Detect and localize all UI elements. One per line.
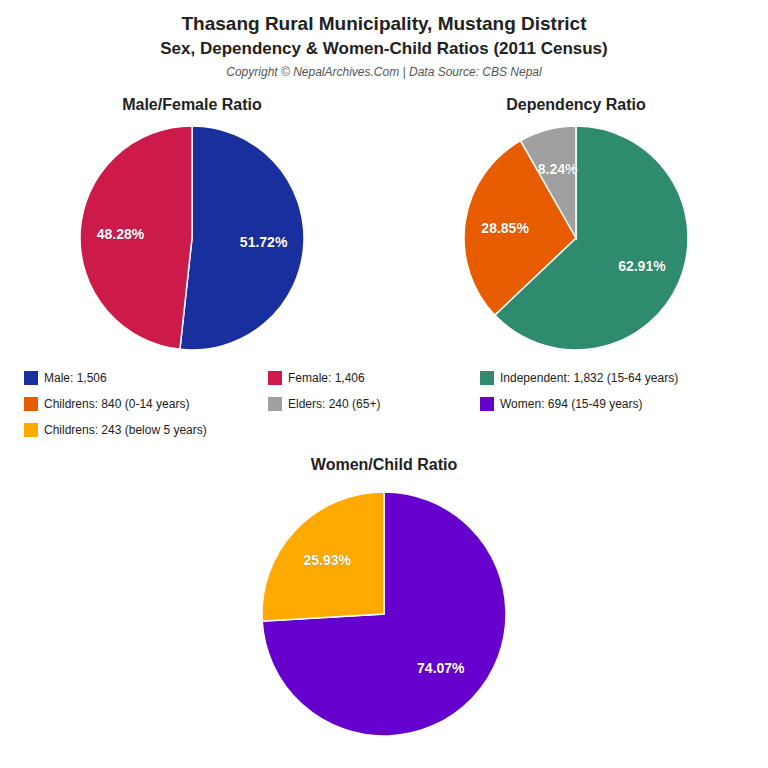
pie: 74.07% 25.93% — [262, 492, 506, 736]
title: Thasang Rural Municipality, Mustang Dist… — [181, 13, 587, 34]
pie-chart: Dependency Ratio 62.91% 28.85% 8.24% — [464, 96, 688, 350]
legend-swatch — [268, 371, 282, 385]
legend-item: Independent: 1,832 (15-64 years) — [480, 371, 678, 385]
legend-item: Male: 1,506 — [24, 371, 107, 385]
legend-item: Childrens: 243 (below 5 years) — [24, 423, 207, 437]
data-label: 8.24% — [538, 161, 578, 177]
pie: 51.72% 48.28% — [80, 126, 304, 350]
legend-swatch — [24, 371, 38, 385]
subtitle: Sex, Dependency & Women-Child Ratios (20… — [160, 39, 607, 58]
legend: Male: 1,506 Female: 1,406 Independent: 1,8… — [24, 371, 678, 437]
data-label: 74.07% — [417, 660, 465, 676]
legend-label: Childrens: 840 (0-14 years) — [44, 397, 189, 411]
data-label: 51.72% — [240, 234, 288, 250]
pie-slice — [180, 126, 304, 350]
chart: Thasang Rural Municipality, Mustang Dist… — [0, 0, 768, 768]
legend-swatch — [480, 371, 494, 385]
legend-label: Women: 694 (15-49 years) — [500, 397, 643, 411]
data-label: 62.91% — [618, 258, 666, 274]
legend-swatch — [480, 397, 494, 411]
annotation: Copyright © NepalArchives.Com | Data Sou… — [226, 65, 542, 79]
legend-swatch — [24, 397, 38, 411]
data-label: 25.93% — [303, 552, 351, 568]
pie-slice — [521, 126, 576, 238]
pie: 62.91% 28.85% 8.24% — [464, 126, 688, 350]
pie-title: Dependency Ratio — [506, 96, 646, 113]
pie-slice — [80, 126, 192, 349]
pie-title: Male/Female Ratio — [122, 96, 262, 113]
legend-label: Female: 1,406 — [288, 371, 365, 385]
pie-slice — [262, 492, 506, 736]
data-label: 28.85% — [481, 220, 529, 236]
legend-item: Women: 694 (15-49 years) — [480, 397, 643, 411]
pie-chart: Male/Female Ratio 51.72% 48.28% — [80, 96, 304, 350]
legend-item: Childrens: 840 (0-14 years) — [24, 397, 189, 411]
legend-label: Male: 1,506 — [44, 371, 107, 385]
legend-label: Independent: 1,832 (15-64 years) — [500, 371, 678, 385]
legend-label: Childrens: 243 (below 5 years) — [44, 423, 207, 437]
legend-swatch — [24, 423, 38, 437]
data-label: 48.28% — [97, 226, 145, 242]
pie-chart: Women/Child Ratio 74.07% 25.93% — [262, 456, 506, 736]
legend-item: Elders: 240 (65+) — [268, 397, 380, 411]
pie-slice — [262, 492, 384, 621]
legend-swatch — [268, 397, 282, 411]
pie-title: Women/Child Ratio — [311, 456, 458, 473]
legend-item: Female: 1,406 — [268, 371, 365, 385]
legend-label: Elders: 240 (65+) — [288, 397, 380, 411]
